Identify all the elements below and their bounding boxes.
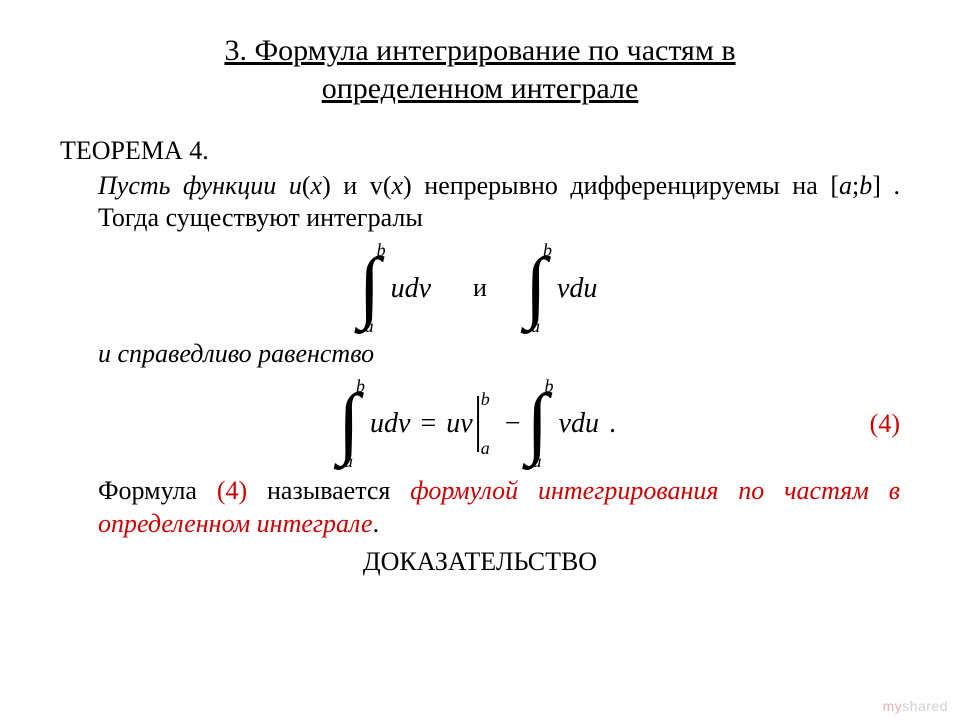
integrand: udv: [389, 271, 431, 306]
var-x: x: [311, 171, 323, 200]
var-b: b: [859, 171, 872, 200]
equals-sign: =: [418, 406, 438, 441]
integrand: udv: [368, 406, 410, 441]
watermark-shared: shared: [902, 698, 948, 714]
upper-limit: b: [545, 375, 554, 398]
lower-limit: a: [344, 450, 353, 473]
integral-udv: ∫ b a udv: [363, 243, 431, 333]
slide: 3. Формула интегрирование по частям в оп…: [0, 0, 960, 720]
uv: uv: [446, 406, 472, 441]
integral-rhs: ∫ b a vdu: [531, 379, 599, 469]
watermark-my: my: [883, 698, 903, 714]
text: ) и v: [322, 171, 383, 200]
separator-and: и: [467, 272, 493, 305]
integrand: vdu: [555, 271, 597, 306]
title-line-2: определенном интеграле: [322, 72, 639, 105]
lower-limit: a: [533, 450, 542, 473]
formula-equation-4: ∫ b a udv = uv b a: [60, 376, 900, 471]
integral-sign-icon: ∫ b a: [529, 243, 555, 333]
formula-center: ∫ b a udv и ∫ b a vdu: [363, 241, 598, 336]
watermark: myshared: [883, 698, 948, 714]
eval-bar-icon: [477, 396, 479, 452]
period: .: [373, 509, 380, 538]
minus-sign: −: [503, 406, 523, 441]
section-title: 3. Формула интегрирование по частям в оп…: [60, 32, 900, 107]
proof-heading: ДОКАЗАТЕЛЬСТВО: [60, 546, 900, 579]
integrand: vdu: [557, 406, 599, 441]
formula-integrals-exist: ∫ b a udv и ∫ b a vdu: [60, 241, 900, 336]
integral-sign-icon: ∫ b a: [363, 243, 389, 333]
ref-4: (4): [217, 476, 247, 505]
lower-limit: a: [365, 315, 374, 338]
text: Формула: [98, 476, 217, 505]
integral-vdu: ∫ b a vdu: [529, 243, 597, 333]
integral-sign-icon: ∫ b a: [342, 379, 368, 469]
title-line-1: 3. Формула интегрирование по частям в: [224, 34, 735, 67]
var-a: a: [839, 171, 852, 200]
uv-evaluated: uv b a: [446, 394, 494, 454]
theorem-statement-1: Пусть функции u(x) и v(x) непрерывно диф…: [60, 170, 900, 235]
eval-limits: b a: [481, 396, 495, 452]
theorem-statement-2: и справедливо равенство: [60, 338, 900, 371]
lower-limit: a: [481, 437, 490, 460]
formula-name-note: Формула (4) называется формулой интегрир…: [60, 475, 900, 540]
bracket: [: [830, 171, 839, 200]
upper-limit: b: [356, 375, 365, 398]
lower-limit: a: [531, 315, 540, 338]
text: называется: [247, 476, 410, 505]
integral-lhs: ∫ b a udv: [342, 379, 410, 469]
period: .: [607, 406, 618, 441]
upper-limit: b: [377, 239, 386, 262]
equation-number: (4): [870, 407, 900, 440]
formula-center: ∫ b a udv = uv b a: [342, 376, 618, 471]
equation-body: ∫ b a udv = uv b a: [342, 379, 618, 469]
var-x: x: [391, 171, 403, 200]
integral-sign-icon: ∫ b a: [531, 379, 557, 469]
theorem-label: ТЕОРЕМА 4.: [60, 135, 900, 168]
paren: (: [302, 171, 311, 200]
content-body: ТЕОРЕМА 4. Пусть функции u(x) и v(x) неп…: [60, 135, 900, 579]
text: ) непрерывно дифференцируемы на: [403, 171, 830, 200]
upper-limit: b: [481, 388, 490, 411]
text: Пусть функции u: [98, 171, 302, 200]
upper-limit: b: [543, 239, 552, 262]
